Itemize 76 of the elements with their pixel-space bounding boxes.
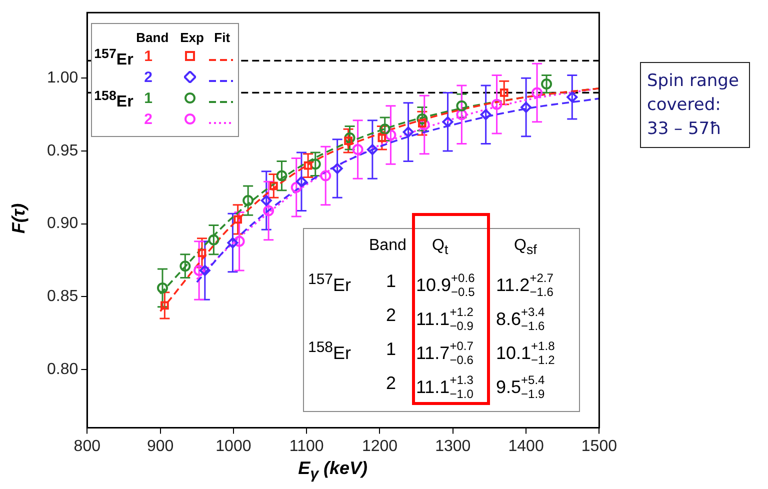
point bbox=[442, 116, 454, 128]
point bbox=[541, 78, 552, 90]
point bbox=[418, 119, 426, 128]
point bbox=[532, 87, 543, 98]
point bbox=[500, 88, 508, 97]
point bbox=[378, 134, 386, 142]
x-tick-label: 800 bbox=[74, 438, 101, 455]
point bbox=[379, 124, 390, 135]
point bbox=[234, 215, 242, 224]
y-tick-label: 1.00 bbox=[47, 70, 78, 87]
annotation: Band bbox=[369, 237, 406, 255]
point bbox=[242, 195, 254, 206]
annotation: 2 bbox=[386, 305, 396, 326]
annotation: Q$_{t}$ bbox=[432, 237, 448, 258]
annotation: Fit bbox=[214, 30, 230, 45]
point bbox=[385, 129, 396, 140]
legend-label: 1 bbox=[144, 48, 152, 65]
x-tick-label: 1400 bbox=[508, 438, 544, 455]
point bbox=[491, 98, 502, 110]
point bbox=[344, 132, 356, 144]
point bbox=[304, 161, 312, 170]
point bbox=[263, 205, 274, 216]
point bbox=[402, 126, 414, 138]
point bbox=[199, 264, 210, 276]
annotation: $^{157}$Er bbox=[308, 271, 352, 296]
point bbox=[208, 234, 220, 246]
annotation: $^{157}$Er bbox=[94, 46, 134, 69]
y-tick-label: 0.95 bbox=[47, 142, 78, 160]
x-tick-label: 900 bbox=[146, 438, 174, 455]
point bbox=[194, 264, 205, 276]
legend-label: 2 bbox=[144, 110, 152, 128]
x-tick-label: 1100 bbox=[289, 438, 324, 455]
legend-title: Band bbox=[136, 30, 169, 45]
annotation: Exp bbox=[180, 30, 204, 45]
annotation: $^{158}$Er bbox=[308, 339, 352, 364]
point bbox=[276, 170, 288, 182]
x-tick-label: 1300 bbox=[435, 438, 471, 455]
point bbox=[160, 301, 169, 310]
point bbox=[520, 102, 532, 113]
point bbox=[296, 176, 307, 188]
point bbox=[456, 100, 468, 112]
legend-label: 2 bbox=[144, 68, 152, 86]
point bbox=[269, 182, 278, 190]
x-tick-label: 1000 bbox=[216, 438, 252, 455]
point bbox=[180, 260, 191, 272]
point bbox=[198, 248, 206, 258]
point bbox=[416, 113, 428, 124]
x-axis-title: E$_{γ}$ (keV) bbox=[298, 458, 368, 482]
point bbox=[480, 109, 492, 120]
y-tick-label: 0.80 bbox=[47, 360, 78, 378]
annotation: Q$_{sf}$ bbox=[514, 237, 537, 258]
point bbox=[290, 182, 302, 193]
point bbox=[332, 162, 343, 174]
point bbox=[456, 109, 468, 120]
point bbox=[234, 236, 245, 247]
text: Spin range covered: 33 – 57ħ bbox=[640, 62, 750, 148]
annotation: 1 bbox=[386, 271, 396, 292]
point bbox=[260, 195, 272, 206]
point bbox=[156, 282, 168, 294]
point bbox=[320, 170, 332, 182]
x-tick-label: 1200 bbox=[362, 438, 398, 455]
point bbox=[366, 144, 378, 156]
annotation: 1 bbox=[386, 339, 396, 360]
y-tick-label: 0.85 bbox=[47, 288, 78, 306]
annotation: $^{158}$Er bbox=[94, 88, 134, 111]
point bbox=[418, 119, 430, 130]
point bbox=[310, 158, 321, 170]
y-tick-label: 0.90 bbox=[47, 215, 78, 232]
x-tick-label: 1500 bbox=[581, 438, 618, 455]
y-axis-title: F(τ) bbox=[8, 204, 30, 234]
legend-label: 1 bbox=[144, 90, 152, 107]
annotation: 2 bbox=[386, 373, 396, 394]
point bbox=[352, 144, 364, 156]
point bbox=[344, 136, 352, 145]
point bbox=[566, 92, 578, 103]
point bbox=[227, 237, 238, 248]
